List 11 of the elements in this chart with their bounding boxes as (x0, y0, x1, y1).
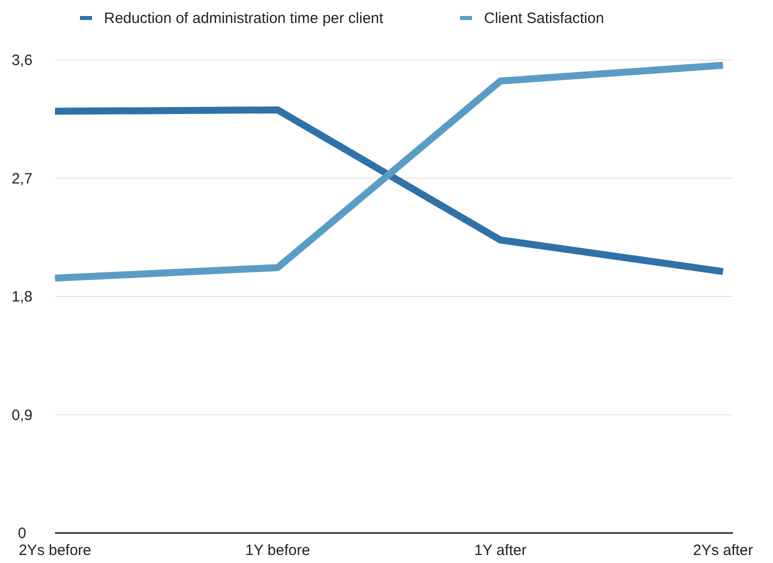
x-tick-label: 2Ys before (18, 542, 92, 559)
x-tick-label: 2Ys after (692, 542, 754, 559)
x-tick-label: 1Y before (245, 542, 310, 559)
y-tick-label: 0,9 (12, 406, 32, 424)
legend-label: Reduction of administration time per client (104, 10, 384, 27)
y-tick-label: 3,6 (12, 52, 32, 69)
legend-label: Client Satisfaction (484, 10, 604, 27)
y-tick-label: 1,8 (12, 288, 32, 306)
y-tick-label: 0 (18, 525, 26, 542)
y-tick-label: 2,7 (12, 170, 32, 188)
x-tick-label: 1Y after (474, 542, 526, 559)
